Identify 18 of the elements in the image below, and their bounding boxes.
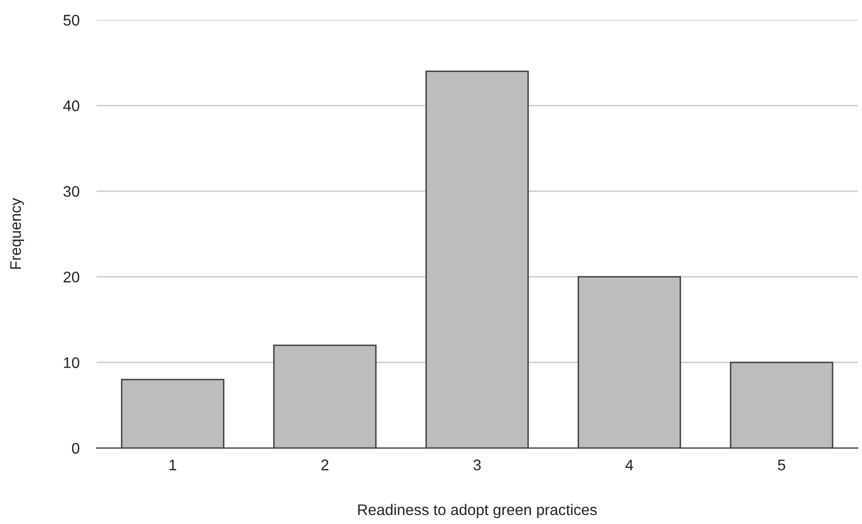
- x-axis-title: Readiness to adopt green practices: [358, 504, 597, 518]
- bar: [425, 70, 529, 448]
- x-tick-label: 2: [321, 460, 328, 470]
- x-tick-label: 1: [170, 460, 176, 470]
- y-tick-label: 40: [63, 100, 80, 112]
- y-tick-label: 0: [72, 442, 80, 454]
- x-tick-label: 4: [625, 460, 634, 470]
- y-tick-label: 20: [64, 272, 80, 282]
- y-tick-label: 30: [63, 186, 80, 197]
- bar: [730, 362, 834, 448]
- x-tick-label: 3: [473, 460, 481, 470]
- x-tick-label: 5: [778, 460, 786, 470]
- y-tick-label: 50: [63, 14, 80, 26]
- bar: [120, 378, 224, 448]
- bar: [578, 276, 682, 448]
- bar: [273, 344, 377, 448]
- y-axis-title: Frequency: [10, 198, 24, 269]
- y-tick-label: 10: [64, 357, 80, 368]
